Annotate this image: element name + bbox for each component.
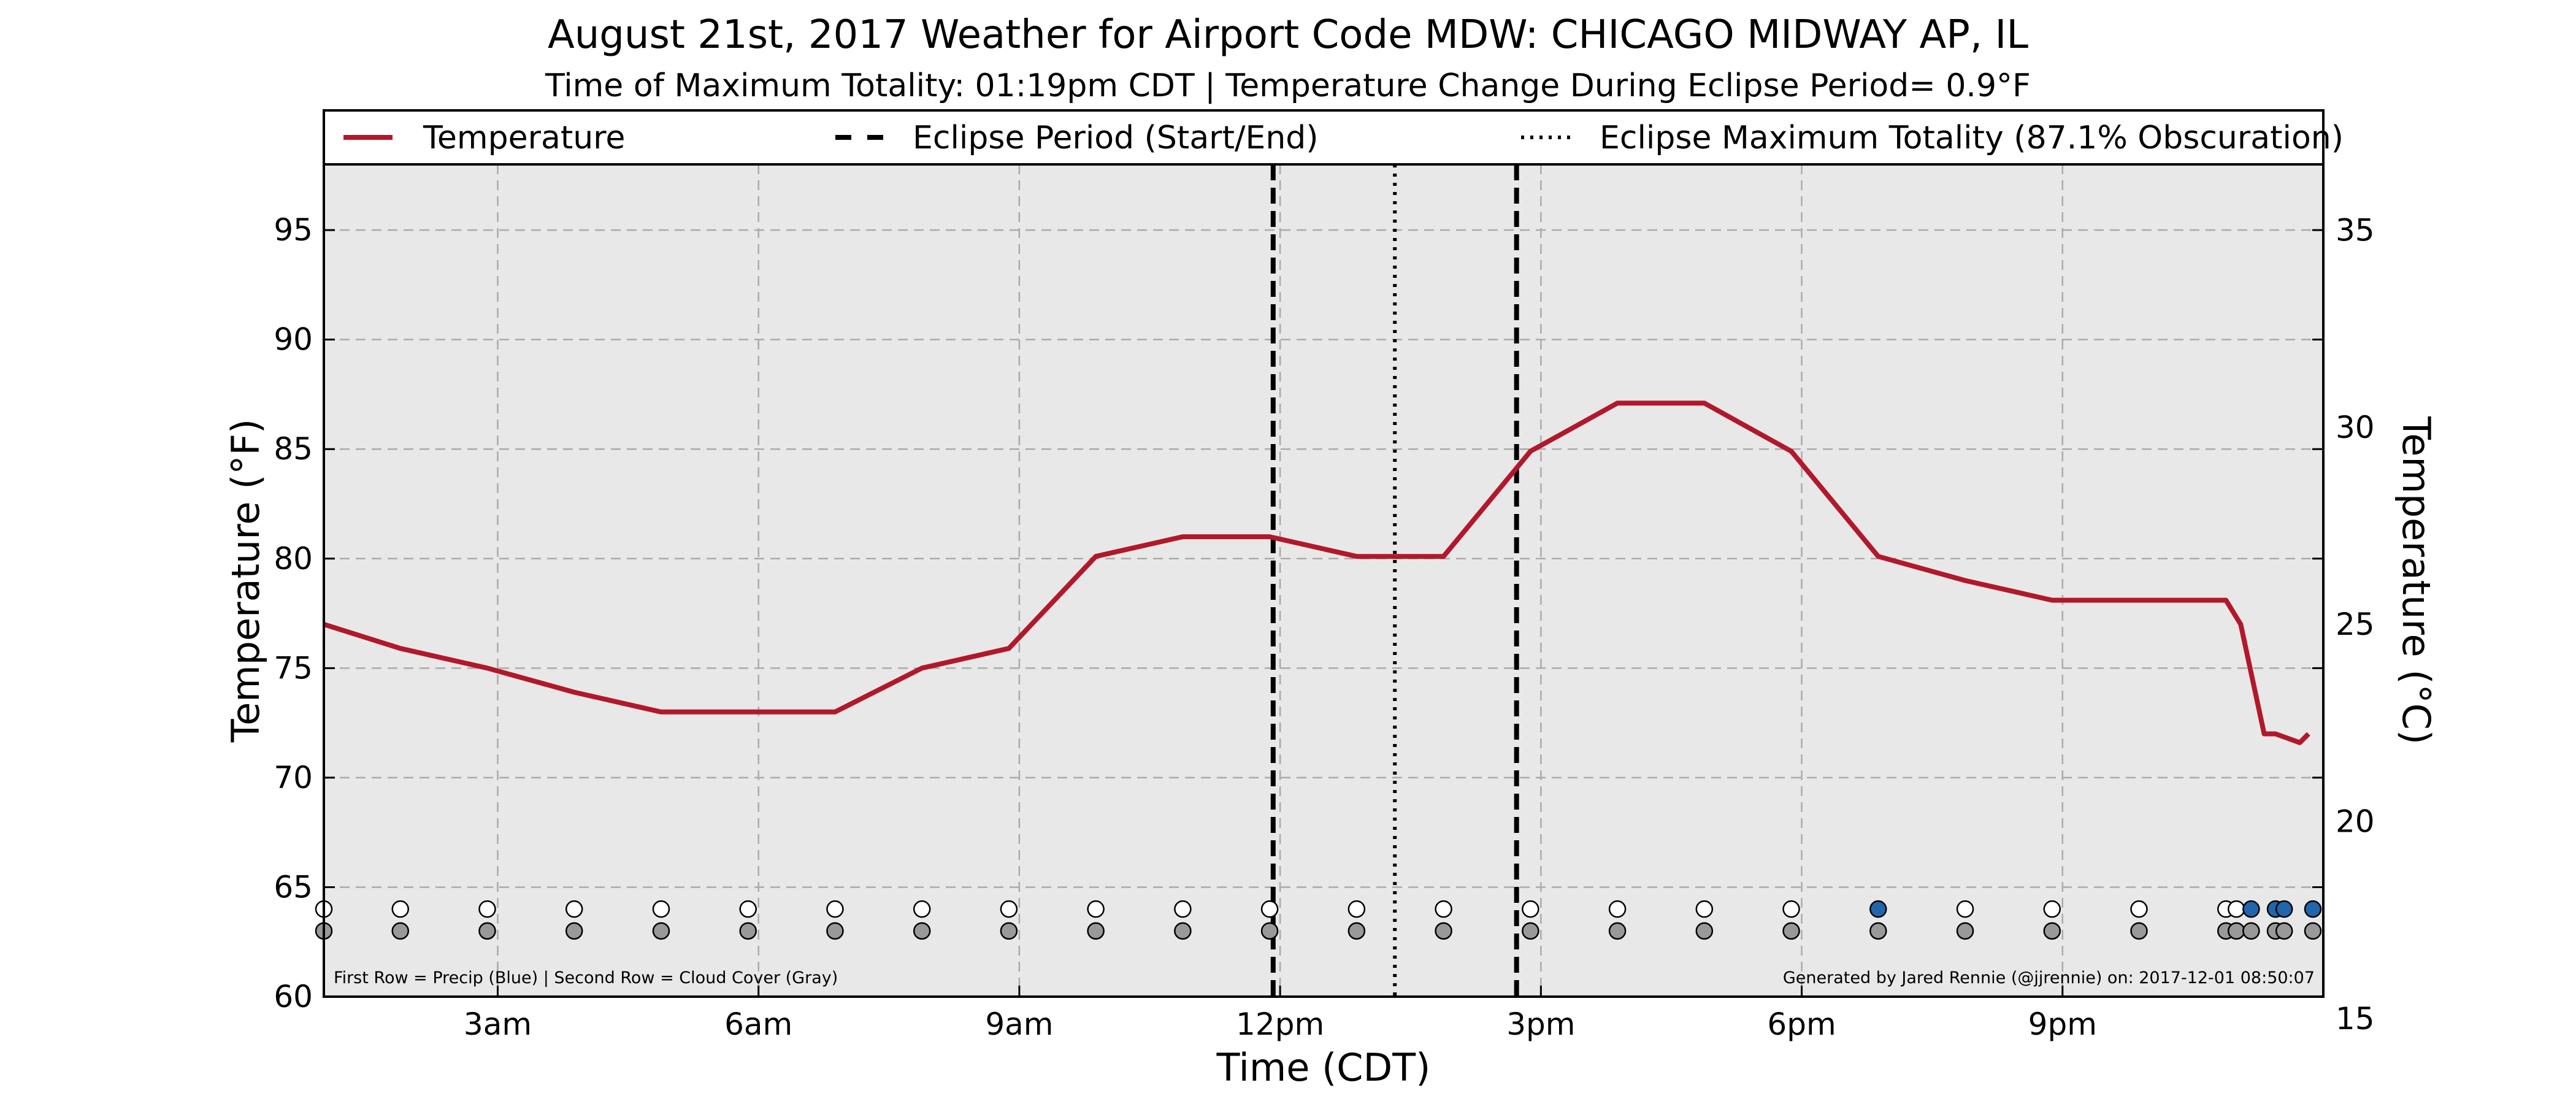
precip-marker xyxy=(565,900,583,918)
y-tick-label: 85 xyxy=(274,431,313,467)
y-tick-label: 80 xyxy=(274,541,313,577)
y-tick-label: 65 xyxy=(274,869,313,905)
legend-temperature-label: Temperature xyxy=(423,120,625,156)
y2-tick-label: 25 xyxy=(2336,607,2375,642)
cloud-marker xyxy=(1347,922,1366,940)
precip-marker xyxy=(826,900,844,918)
cloud-marker xyxy=(1608,922,1627,940)
precip-marker xyxy=(1608,900,1627,918)
cloud-marker xyxy=(1087,922,1105,940)
precip-marker xyxy=(1347,900,1366,918)
precip-marker xyxy=(478,900,496,918)
legend-box xyxy=(323,109,2325,166)
x-axis-label: Time (CDT) xyxy=(1216,1045,1431,1090)
cloud-marker xyxy=(565,922,583,940)
footnote-left: First Row = Precip (Blue) | Second Row =… xyxy=(334,968,838,987)
x-tick-label: 12pm xyxy=(1236,1006,1324,1042)
cloud-marker xyxy=(826,922,844,940)
precip-marker xyxy=(652,900,670,918)
cloud-marker xyxy=(1695,922,1714,940)
axis-ticks: 60 65 70 75 80 85 90 95 15 20 25 30 35 3am 6am 9am 12pm 3… xyxy=(274,212,2374,1042)
precip-marker xyxy=(1956,900,1974,918)
cloud-marker xyxy=(478,922,496,940)
precip-marker xyxy=(1087,900,1105,918)
legend-eclipse-max-label: Eclipse Maximum Totality (87.1% Obscurat… xyxy=(1600,120,2344,156)
precip-marker xyxy=(1695,900,1714,918)
cloud-marker xyxy=(652,922,670,940)
precip-marker xyxy=(2228,900,2245,918)
y-tick-label: 90 xyxy=(274,322,313,358)
x-tick-label: 6pm xyxy=(1767,1006,1836,1042)
y2-tick-label: 15 xyxy=(2336,1001,2375,1037)
precip-marker xyxy=(1522,900,1539,918)
cloud-marker xyxy=(2130,922,2148,940)
precip-marker xyxy=(2043,900,2061,918)
cloud-marker xyxy=(913,922,931,940)
y-tick-label: 70 xyxy=(274,760,313,795)
footnote-right: Generated by Jared Rennie (@jjrennie) on… xyxy=(1783,968,2315,987)
cloud-marker xyxy=(1000,922,1018,940)
precip-marker xyxy=(2130,900,2148,918)
cloud-marker xyxy=(1260,922,1279,940)
precip-marker xyxy=(391,900,409,918)
y-tick-label: 75 xyxy=(274,650,313,686)
cloud-marker xyxy=(2275,922,2293,940)
series-layer xyxy=(323,401,2310,745)
precip-marker xyxy=(1260,900,1279,918)
y-axis-label: Temperature (°F) xyxy=(223,419,268,743)
plot-area xyxy=(324,164,2323,997)
cloud-marker xyxy=(2242,922,2260,940)
precip-marker xyxy=(1174,900,1192,918)
precip-marker xyxy=(1000,900,1018,918)
cloud-marker xyxy=(1782,922,1800,940)
cloud-marker xyxy=(2043,922,2061,940)
x-tick-label: 9pm xyxy=(2028,1006,2097,1042)
legend-eclipse-period-label: Eclipse Period (Start/End) xyxy=(913,120,1319,156)
precip-marker xyxy=(739,900,757,918)
x-tick-label: 9am xyxy=(985,1006,1053,1042)
x-tick-label: 3am xyxy=(464,1006,532,1042)
precip-marker xyxy=(2275,900,2293,918)
y-tick-label: 95 xyxy=(274,212,313,248)
y2-tick-label: 35 xyxy=(2336,212,2375,248)
y2-axis-label: Temperature (°C) xyxy=(2394,416,2439,745)
temperature-line xyxy=(323,401,2310,745)
precip-marker xyxy=(1782,900,1800,918)
y2-tick-label: 20 xyxy=(2336,804,2375,840)
cloud-marker xyxy=(739,922,757,940)
cloud-marker xyxy=(2304,922,2322,940)
y2-tick-label: 30 xyxy=(2336,410,2375,445)
precip-marker xyxy=(1435,900,1452,918)
cloud-marker xyxy=(1869,922,1887,940)
cloud-marker xyxy=(1956,922,1974,940)
chart-title: August 21st, 2017 Weather for Airport Co… xyxy=(547,12,2029,58)
cloud-marker xyxy=(1435,922,1452,940)
x-tick-label: 3pm xyxy=(1506,1006,1575,1042)
precip-marker xyxy=(1869,900,1887,918)
precip-marker xyxy=(2304,900,2322,918)
cloud-marker xyxy=(1522,922,1539,940)
precip-marker xyxy=(2242,900,2260,918)
y-tick-label: 60 xyxy=(274,979,313,1014)
cloud-marker xyxy=(391,922,409,940)
grid-lines xyxy=(324,164,2323,997)
legend: Temperature Eclipse Period (Start/End) Ecl… xyxy=(323,109,2344,166)
cloud-marker xyxy=(1174,922,1192,940)
chart-subtitle: Time of Maximum Totality: 01:19pm CDT | … xyxy=(545,67,2031,104)
x-tick-label: 6am xyxy=(724,1006,792,1042)
eclipse-markers xyxy=(1270,164,1519,997)
cloud-marker xyxy=(2228,922,2245,940)
precip-marker xyxy=(913,900,931,918)
marker-rows xyxy=(315,900,2322,940)
